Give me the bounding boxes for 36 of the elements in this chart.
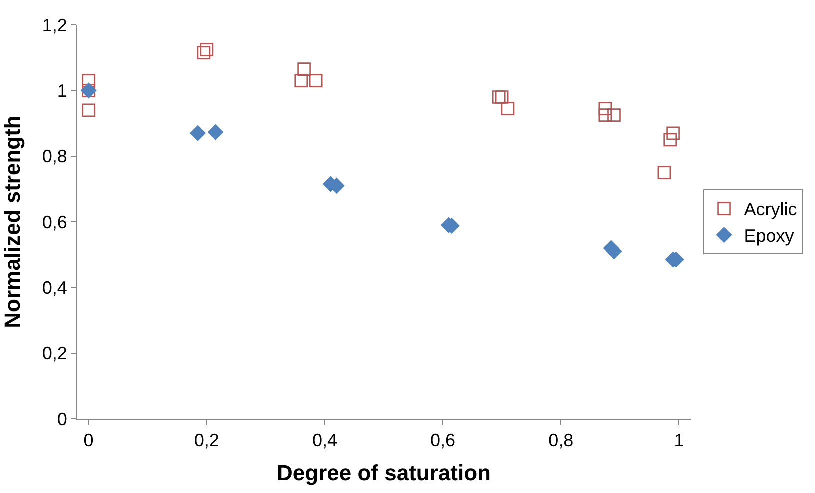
y-tick-label: 1: [57, 80, 68, 101]
point: [598, 102, 612, 116]
point: [606, 244, 622, 260]
point: [294, 74, 308, 88]
legend-label: Acrylic: [744, 200, 798, 220]
point: [298, 62, 311, 76]
y-axis-title: Normalized strength: [0, 116, 26, 328]
point: [200, 42, 214, 56]
point: [190, 126, 206, 142]
x-tick-label: 0,4: [312, 430, 338, 451]
x-tick-label: 0,6: [430, 430, 456, 451]
legend-label: Epoxy: [744, 226, 794, 246]
point: [492, 90, 506, 104]
point: [197, 46, 211, 60]
y-tick-label: 0,6: [42, 212, 68, 232]
x-tick-label: 0: [84, 430, 94, 451]
point: [82, 104, 96, 118]
point: [664, 133, 677, 147]
x-tick-label: 1: [674, 430, 684, 451]
y-tick-label: 0: [57, 409, 68, 430]
point: [82, 74, 96, 88]
point: [501, 102, 515, 116]
x-axis-title: Degree of saturation: [277, 460, 491, 486]
point: [598, 108, 612, 122]
point: [495, 90, 509, 104]
y-tick-label: 1,2: [42, 15, 68, 36]
x-tick-label: 0,2: [194, 430, 220, 451]
y-tick-label: 0,4: [42, 278, 68, 298]
point: [208, 124, 224, 140]
point: [658, 166, 672, 180]
point: [666, 126, 680, 140]
point: [309, 74, 323, 88]
x-tick-label: 0,8: [548, 430, 574, 451]
point: [608, 108, 621, 122]
y-tick-label: 0,8: [42, 146, 68, 167]
y-tick-label: 0,2: [42, 344, 68, 364]
